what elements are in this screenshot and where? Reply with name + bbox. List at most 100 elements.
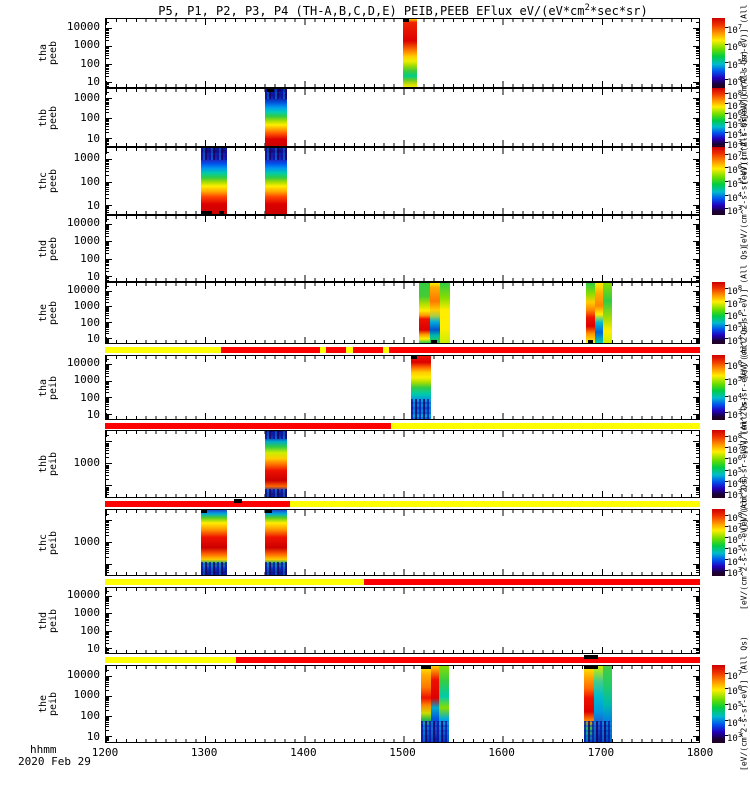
colorbar-tick-label: 105 <box>727 58 743 71</box>
y-axis-tick <box>106 35 109 36</box>
y-axis-tick <box>696 603 699 604</box>
x-axis-minor-ticks <box>106 278 699 281</box>
colorbar-tick-label: 108 <box>727 432 743 445</box>
y-axis-tick <box>106 633 109 634</box>
y-axis-tick <box>106 98 112 99</box>
y-axis-tick <box>106 175 109 176</box>
x-axis-minor-ticks <box>106 494 699 497</box>
y-axis-tick <box>106 166 109 167</box>
y-axis-tick <box>696 702 699 703</box>
burst-gradient-column <box>584 666 595 742</box>
y-axis-tick <box>106 572 109 573</box>
y-axis-tick <box>693 28 699 29</box>
y-axis-tick <box>106 242 109 243</box>
y-axis-tick <box>106 227 109 228</box>
y-axis-tick <box>696 247 699 248</box>
quality-flag-mark <box>584 655 598 659</box>
y-axis-tick <box>693 241 699 242</box>
colorbar-exponent: 4 <box>737 191 743 199</box>
y-axis-tick <box>696 46 699 47</box>
y-axis-tick <box>696 435 699 436</box>
x-axis-major-ticks <box>106 491 699 497</box>
y-axis-tick <box>106 297 109 298</box>
y-axis-tick <box>696 492 699 493</box>
y-axis-tick <box>106 118 112 119</box>
x-axis-major-ticks <box>106 510 699 516</box>
y-axis-tick <box>106 620 109 621</box>
y-axis-tick <box>696 738 699 739</box>
y-axis-title-text: thd peeb <box>38 236 59 260</box>
colorbar-the-peib <box>712 665 725 743</box>
spectrogram-panel-thc-peeb <box>105 147 700 215</box>
y-axis-tick <box>106 318 109 319</box>
y-axis-tick <box>106 64 112 65</box>
y-axis-tick <box>106 739 109 740</box>
y-axis-tick <box>106 492 109 493</box>
colorbar-unit-label: [eV/(cm^2-s-sr-eV)] (All Qs) <box>739 113 749 249</box>
spectrogram-burst <box>584 666 613 742</box>
y-axis-tick <box>106 342 109 343</box>
y-axis-tick <box>696 139 699 140</box>
y-axis-tick <box>106 369 109 370</box>
colorbar-exponent: 7 <box>737 669 743 677</box>
y-axis-tick <box>106 417 109 418</box>
y-axis-tick <box>106 205 112 206</box>
y-axis-tick <box>106 184 109 185</box>
colorbar-tick-label: 103 <box>727 408 743 421</box>
y-axis-tick <box>696 532 699 533</box>
y-axis-title-thc-peib: thc peib <box>36 509 62 576</box>
y-axis-tick <box>696 521 699 522</box>
y-axis-tick <box>106 367 109 368</box>
y-axis-tick <box>106 129 109 130</box>
y-axis-tick <box>696 398 699 399</box>
colorbar-exponent: 8 <box>737 284 743 292</box>
colorbar-tick-label: 106 <box>727 359 743 372</box>
y-axis-tick <box>106 182 112 183</box>
y-axis-tick <box>106 383 109 384</box>
y-axis-tick <box>696 367 699 368</box>
y-axis-tick-label: 1000 <box>73 606 101 620</box>
y-axis-tick <box>693 338 699 339</box>
y-axis-tick <box>106 40 109 41</box>
quality-flag-segment <box>220 347 365 353</box>
y-axis-tick <box>696 524 699 525</box>
y-axis-tick <box>696 392 699 393</box>
y-axis-tick <box>106 278 109 279</box>
y-axis-tick <box>696 634 699 635</box>
burst-gradient-column <box>410 356 431 419</box>
y-axis-tick <box>106 233 109 234</box>
burst-gradient-column <box>420 666 431 742</box>
y-axis-tick <box>696 567 699 568</box>
y-axis-tick <box>106 339 109 340</box>
y-axis-tick <box>696 166 699 167</box>
y-axis-tick <box>696 309 699 310</box>
y-axis-tick <box>696 35 699 36</box>
y-axis-tick <box>106 597 109 598</box>
y-axis-tick <box>106 139 109 140</box>
y-axis-tick <box>106 649 109 650</box>
y-axis-tick <box>106 527 109 528</box>
y-axis-tick <box>106 717 109 718</box>
y-axis-tick <box>106 470 109 471</box>
colorbar-tick <box>725 447 728 448</box>
burst-gradient-column <box>594 666 603 742</box>
y-axis-tick <box>696 553 699 554</box>
x-axis-major-ticks <box>106 216 699 222</box>
y-axis-tick <box>696 535 699 536</box>
y-axis-tick <box>106 373 109 374</box>
y-axis-tick <box>106 307 109 308</box>
y-axis-tick <box>696 399 699 400</box>
y-axis-tick <box>696 643 699 644</box>
y-axis-tick <box>106 543 109 544</box>
y-axis-tick <box>696 143 699 144</box>
y-axis-tick <box>106 325 109 326</box>
y-axis-tick <box>696 632 699 633</box>
y-axis-tick <box>106 138 112 139</box>
y-axis-tick <box>696 368 699 369</box>
colorbar-exponent: 3 <box>737 488 743 496</box>
y-axis-tick <box>106 414 112 415</box>
colorbar-exponent: 7 <box>737 150 743 158</box>
y-axis-tick <box>106 553 109 554</box>
colorbar-tick <box>725 79 728 80</box>
y-axis-tick-label: 1000 <box>73 234 101 248</box>
